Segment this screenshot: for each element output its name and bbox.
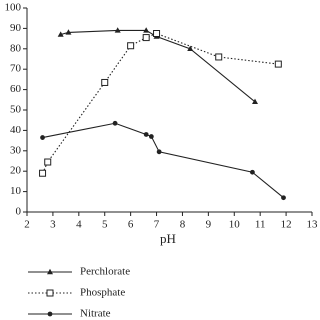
x-tick-label: 10	[229, 219, 241, 231]
x-tick-label: 6	[128, 219, 134, 231]
marker	[112, 120, 118, 126]
series-line	[42, 122, 284, 199]
marker	[44, 158, 52, 166]
marker	[114, 27, 121, 33]
marker	[148, 134, 154, 139]
legend-marker	[46, 289, 54, 297]
marker	[40, 135, 45, 140]
y-tick-label: 20	[10, 165, 22, 177]
marker	[252, 98, 258, 105]
y-tick-label: 60	[10, 83, 22, 95]
marker	[187, 45, 194, 51]
marker	[156, 149, 162, 155]
x-tick-label: 8	[180, 219, 186, 231]
marker	[250, 169, 255, 175]
marker	[143, 27, 150, 33]
marker	[153, 30, 161, 37]
marker	[142, 34, 150, 42]
x-tick-label: 7	[154, 219, 160, 231]
x-tick-label: 4	[76, 219, 82, 231]
x-tick-label: 13	[307, 219, 319, 231]
y-tick-label: 100	[5, 2, 22, 14]
marker	[274, 60, 282, 68]
x-tick-label: 12	[281, 219, 292, 231]
x-tick-label: 11	[255, 219, 266, 231]
legend-label: Nitrate	[80, 308, 111, 320]
series-line	[42, 32, 279, 174]
marker	[143, 132, 149, 137]
y-tick-label: 10	[10, 185, 22, 197]
legend-marker	[47, 311, 53, 317]
y-tick-label: 30	[10, 144, 22, 156]
y-tick-label: 70	[10, 63, 22, 75]
x-tick-label: 9	[206, 219, 212, 231]
marker	[57, 31, 64, 37]
marker	[39, 169, 47, 177]
marker	[127, 42, 135, 50]
marker	[281, 195, 286, 201]
x-tick-label: 5	[102, 219, 108, 231]
y-tick-label: 50	[10, 104, 22, 116]
x-tick-label: 3	[50, 219, 56, 231]
y-tick-label: 0	[16, 206, 22, 218]
legend-label: Perchlorate	[80, 266, 130, 278]
y-tick-label: 80	[10, 42, 22, 54]
x-tick-label: 2	[24, 219, 30, 231]
marker	[65, 29, 72, 35]
y-tick-label: 90	[10, 22, 22, 34]
legend-marker	[47, 268, 53, 275]
legend-label: Phosphate	[80, 287, 125, 299]
x-axis-label: pH	[160, 231, 176, 246]
marker	[101, 78, 109, 86]
marker	[215, 53, 223, 61]
y-tick-label: 40	[10, 124, 22, 136]
series-line	[60, 29, 256, 103]
